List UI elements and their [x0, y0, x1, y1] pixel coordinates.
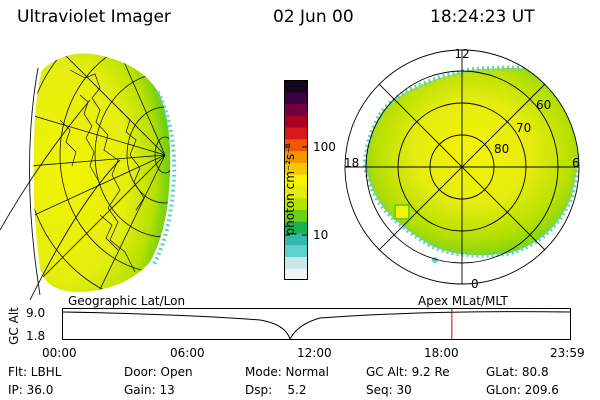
colorbar-band	[284, 80, 308, 93]
timeline-ytick-min: 1.8	[26, 329, 46, 343]
filter-info: Flt: LBHL	[8, 365, 62, 379]
colorbar-band	[284, 103, 308, 116]
glon-info: GLon: 209.6	[486, 383, 559, 397]
gain-info: Gain: 13	[124, 383, 175, 397]
map-projection-label: Geographic Lat/Lon	[68, 294, 186, 308]
earth-map-image	[0, 53, 177, 300]
timeline-ytick-max: 9.0	[26, 306, 46, 320]
seq-info: Seq: 30	[366, 383, 412, 397]
timeline-xtick-3: 18:00	[424, 346, 459, 360]
colorbar-band	[284, 221, 308, 234]
polar-projection-label: Apex MLat/MLT	[418, 294, 508, 308]
colorbar-band	[284, 138, 308, 152]
colorbar-tick-100: 100	[313, 140, 336, 154]
clock-label-0: 0	[471, 277, 479, 290]
colorbar-band	[284, 268, 308, 280]
colorbar-unit-label: photon cm⁻²s⁻¹	[283, 142, 297, 236]
colorbar-band	[284, 244, 308, 257]
timeline-xtick-4: 23:59	[550, 346, 585, 360]
color-scale-bar	[284, 80, 308, 280]
door-info: Door: Open	[124, 365, 193, 379]
gc-alt-info: GC Alt: 9.2 Re	[366, 365, 450, 379]
colorbar-band	[284, 162, 308, 175]
colorbar-band	[284, 127, 308, 140]
app-title: Ultraviolet Imager	[17, 7, 171, 27]
polar-aurora-plot: 12 18 6 0 60 70 80	[344, 47, 580, 290]
date-label: 02 Jun 00	[273, 7, 354, 27]
lat-label-60: 60	[536, 98, 551, 112]
colorbar-band	[284, 115, 308, 128]
lat-label-80: 80	[494, 142, 509, 156]
timeline-xtick-2: 12:00	[297, 346, 332, 360]
time-label: 18:24:23 UT	[430, 7, 535, 27]
timeline-axis-title: GC Alt	[7, 307, 21, 345]
dsp-info: Dsp: 5.2	[245, 383, 307, 397]
colorbar-tick-10: 10	[313, 228, 329, 242]
mode-info: Mode: Normal	[245, 365, 329, 379]
colorbar-band	[284, 197, 308, 210]
ip-info: IP: 36.0	[8, 383, 54, 397]
colorbar-band	[284, 174, 308, 187]
colorbar-band	[284, 256, 308, 269]
lat-label-70: 70	[516, 121, 531, 135]
clock-label-18: 18	[344, 156, 359, 170]
colorbar-band	[284, 185, 308, 199]
clock-label-12: 12	[454, 47, 469, 61]
colorbar-band	[284, 150, 308, 163]
altitude-timeline-plot	[62, 308, 571, 341]
colorbar-band	[284, 209, 308, 222]
timeline-xtick-0: 00:00	[42, 346, 77, 360]
colorbar-band	[284, 232, 308, 246]
timeline-xtick-1: 06:00	[170, 346, 205, 360]
clock-label-6: 6	[572, 156, 580, 170]
glat-info: GLat: 80.8	[486, 365, 549, 379]
colorbar-band	[284, 91, 308, 105]
